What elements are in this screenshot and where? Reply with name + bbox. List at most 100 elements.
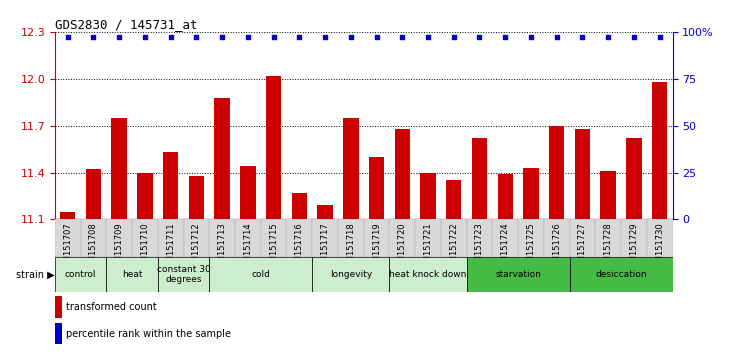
Text: GSM151719: GSM151719 — [372, 222, 381, 273]
Bar — [163, 152, 178, 219]
Point — [139, 35, 151, 40]
Point — [628, 35, 640, 40]
Bar — [235, 219, 261, 257]
Text: GSM151725: GSM151725 — [526, 222, 536, 273]
Text: GSM151724: GSM151724 — [501, 222, 510, 273]
Bar — [106, 219, 132, 257]
Text: GSM151712: GSM151712 — [192, 222, 201, 273]
Bar — [415, 219, 441, 257]
Text: GSM151729: GSM151729 — [629, 222, 638, 273]
Bar — [183, 219, 209, 257]
Bar — [317, 205, 333, 219]
Bar — [395, 129, 410, 219]
Bar — [647, 219, 673, 257]
Bar — [471, 138, 487, 219]
Bar — [266, 76, 281, 219]
Bar — [493, 219, 518, 257]
Text: heat: heat — [122, 270, 143, 279]
Bar — [132, 219, 158, 257]
Point — [423, 35, 434, 40]
Text: GSM151718: GSM151718 — [346, 222, 355, 273]
Text: GSM151721: GSM151721 — [423, 222, 433, 273]
Point — [242, 35, 254, 40]
Text: GSM151720: GSM151720 — [398, 222, 406, 273]
Bar — [60, 212, 75, 219]
Bar — [343, 118, 358, 219]
Text: GSM151727: GSM151727 — [578, 222, 587, 273]
Text: cold: cold — [251, 270, 270, 279]
Bar — [390, 219, 415, 257]
Bar — [600, 171, 616, 219]
Bar — [544, 219, 569, 257]
Text: GSM151709: GSM151709 — [115, 222, 124, 273]
Text: GSM151723: GSM151723 — [475, 222, 484, 273]
Bar — [523, 168, 539, 219]
Bar — [158, 257, 209, 292]
Bar — [626, 138, 642, 219]
Bar — [595, 219, 621, 257]
Point — [474, 35, 485, 40]
Bar — [518, 219, 544, 257]
Text: control: control — [65, 270, 96, 279]
Text: longevity: longevity — [330, 270, 372, 279]
Bar — [312, 257, 390, 292]
Text: GSM151710: GSM151710 — [140, 222, 149, 273]
Point — [525, 35, 537, 40]
Text: transformed count: transformed count — [66, 302, 156, 312]
Bar — [158, 219, 183, 257]
Bar — [86, 170, 101, 219]
Bar — [287, 219, 312, 257]
Bar — [369, 157, 385, 219]
Point — [319, 35, 331, 40]
Bar — [55, 323, 62, 344]
Text: strain ▶: strain ▶ — [15, 269, 54, 279]
Point — [654, 35, 665, 40]
Point — [551, 35, 563, 40]
Point — [191, 35, 202, 40]
Bar — [652, 82, 667, 219]
Text: GSM151728: GSM151728 — [604, 222, 613, 273]
Bar — [363, 219, 390, 257]
Bar — [55, 297, 62, 318]
Bar — [55, 257, 106, 292]
Text: GSM151713: GSM151713 — [218, 222, 227, 273]
Text: GSM151726: GSM151726 — [552, 222, 561, 273]
Bar — [621, 219, 647, 257]
Bar — [338, 219, 364, 257]
Bar — [312, 219, 338, 257]
Bar — [466, 257, 569, 292]
Point — [602, 35, 614, 40]
Bar — [106, 257, 158, 292]
Bar — [292, 193, 307, 219]
Bar — [498, 174, 513, 219]
Text: GSM151708: GSM151708 — [89, 222, 98, 273]
Text: GSM151722: GSM151722 — [450, 222, 458, 273]
Bar — [240, 166, 256, 219]
Point — [88, 35, 99, 40]
Point — [499, 35, 511, 40]
Point — [216, 35, 228, 40]
Point — [371, 35, 382, 40]
Text: GSM151714: GSM151714 — [243, 222, 252, 273]
Text: GSM151711: GSM151711 — [166, 222, 175, 273]
Bar — [575, 129, 590, 219]
Bar — [441, 219, 466, 257]
Text: GDS2830 / 145731_at: GDS2830 / 145731_at — [55, 18, 197, 31]
Bar — [569, 257, 673, 292]
Bar — [569, 219, 595, 257]
Text: GSM151717: GSM151717 — [321, 222, 330, 273]
Text: GSM151715: GSM151715 — [269, 222, 278, 273]
Bar — [80, 219, 106, 257]
Bar — [549, 126, 564, 219]
Text: constant 30
degrees: constant 30 degrees — [156, 265, 211, 284]
Bar — [261, 219, 287, 257]
Point — [396, 35, 408, 40]
Point — [268, 35, 279, 40]
Text: percentile rank within the sample: percentile rank within the sample — [66, 329, 231, 339]
Bar — [209, 219, 235, 257]
Text: GSM151730: GSM151730 — [655, 222, 664, 273]
Point — [345, 35, 357, 40]
Bar — [214, 97, 230, 219]
Bar — [55, 219, 80, 257]
Bar — [390, 257, 466, 292]
